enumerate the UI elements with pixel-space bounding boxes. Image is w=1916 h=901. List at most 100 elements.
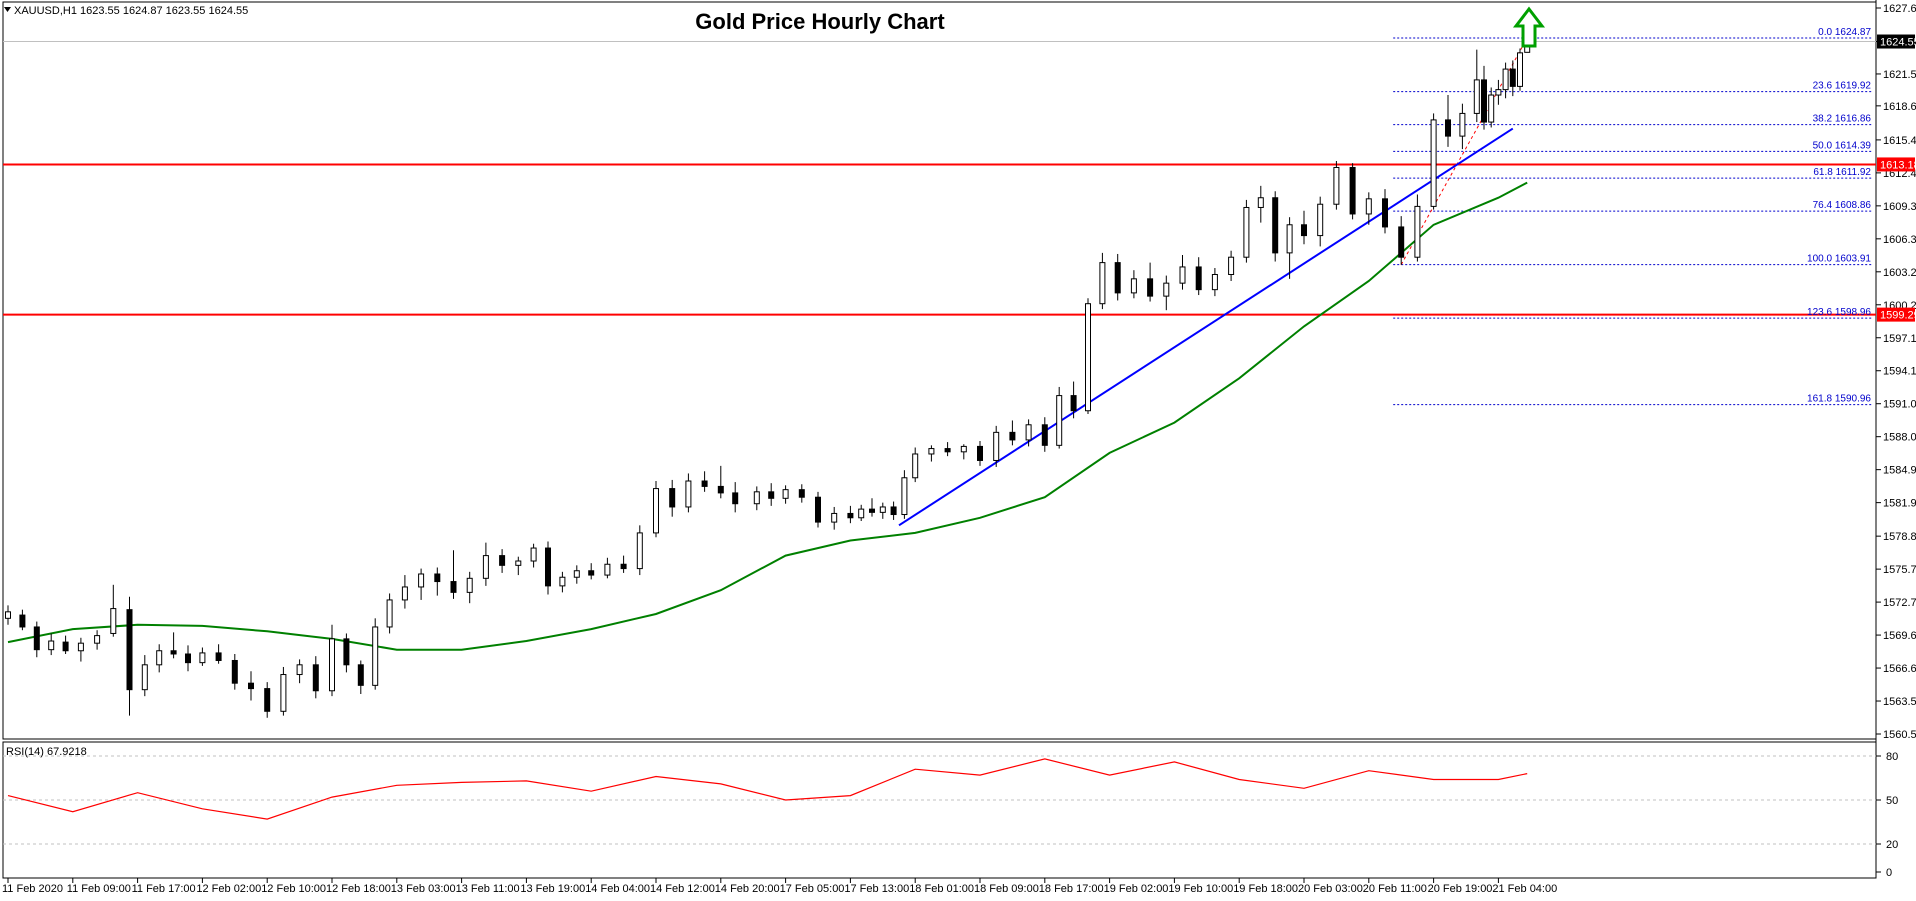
candle[interactable] [573,565,580,584]
candle[interactable] [847,505,854,524]
candle[interactable] [1272,191,1279,262]
candle[interactable] [1317,196,1324,247]
candle[interactable] [944,442,951,457]
candle[interactable] [1099,252,1106,310]
candle[interactable] [653,481,659,538]
candle[interactable] [329,624,335,697]
candle[interactable] [768,483,775,506]
candle[interactable] [1445,95,1451,147]
candle[interactable] [450,550,457,599]
candle[interactable] [141,655,148,697]
menu-triangle-icon[interactable] [4,7,11,12]
candle[interactable] [77,637,84,662]
candle[interactable] [386,593,393,634]
candle[interactable] [1114,253,1121,301]
candle[interactable] [901,470,908,519]
candle[interactable] [858,504,865,522]
candle[interactable] [94,630,101,650]
candle[interactable] [19,609,26,631]
candle[interactable] [1130,270,1137,299]
candle[interactable] [685,473,692,513]
candle[interactable] [434,567,441,596]
candle[interactable] [280,666,287,716]
candle[interactable] [515,556,522,576]
candle[interactable] [170,632,177,659]
trendline[interactable] [898,127,1514,527]
candle[interactable] [1257,185,1264,223]
candle[interactable] [1495,79,1502,105]
candle[interactable] [62,635,69,654]
candle[interactable] [559,571,566,593]
candle[interactable] [357,660,364,694]
candle[interactable] [1301,210,1307,245]
candle[interactable] [48,633,55,656]
candle[interactable] [1195,257,1202,296]
candle[interactable] [264,682,271,718]
candle[interactable] [1382,189,1388,234]
candle[interactable] [156,644,163,673]
candle[interactable] [1488,87,1495,128]
candle[interactable] [1009,420,1016,446]
candle[interactable] [110,584,117,637]
candle[interactable] [928,445,935,462]
candle[interactable] [312,656,319,699]
candle[interactable] [5,605,11,625]
candle[interactable] [620,555,627,573]
candle[interactable] [372,618,379,690]
candle[interactable] [482,542,489,586]
candle[interactable] [588,563,595,580]
candle[interactable] [753,486,760,511]
candle[interactable] [1056,386,1063,449]
candle[interactable] [1333,160,1340,210]
moving-average-line[interactable] [7,181,1528,651]
candle[interactable] [782,485,789,504]
candle[interactable] [1481,65,1487,130]
candle[interactable] [890,501,897,520]
candle[interactable] [831,506,838,530]
candle[interactable] [1243,199,1250,263]
candle[interactable] [1365,192,1372,225]
candle[interactable] [732,482,739,513]
candle[interactable] [912,447,919,483]
candle[interactable] [1430,113,1437,210]
candle[interactable] [185,645,191,672]
candle[interactable] [1517,48,1523,91]
candle[interactable] [1179,255,1186,290]
candle[interactable] [1459,103,1466,150]
candle[interactable] [701,471,708,492]
candle[interactable] [815,491,821,528]
candle[interactable] [126,596,133,716]
candle[interactable] [215,644,222,664]
candle[interactable] [499,549,506,573]
candle[interactable] [545,541,551,595]
candle[interactable] [343,633,350,673]
candle[interactable] [1163,275,1170,311]
candle[interactable] [636,525,643,576]
candle[interactable] [466,571,473,604]
candle[interactable] [1349,163,1356,220]
candle[interactable] [669,479,676,517]
candle[interactable] [1228,250,1235,281]
candle[interactable] [717,465,724,499]
candle[interactable] [296,659,303,684]
candle[interactable] [1502,62,1509,99]
candle[interactable] [1286,217,1293,279]
candle[interactable] [1473,49,1480,123]
candle[interactable] [1398,216,1405,265]
candle[interactable] [1070,381,1077,419]
candle[interactable] [869,498,875,517]
candle[interactable] [231,653,238,690]
candle[interactable] [798,484,805,503]
candle[interactable] [401,575,408,609]
candle[interactable] [1509,60,1516,97]
candle[interactable] [960,444,967,460]
candle[interactable] [879,502,886,519]
candle[interactable] [1211,268,1218,297]
candle[interactable] [1085,298,1091,414]
candle[interactable] [418,568,425,600]
candle[interactable] [1414,194,1421,262]
candle[interactable] [977,441,983,466]
candle[interactable] [199,647,206,666]
candle[interactable] [33,621,40,658]
candle[interactable] [1147,262,1154,302]
